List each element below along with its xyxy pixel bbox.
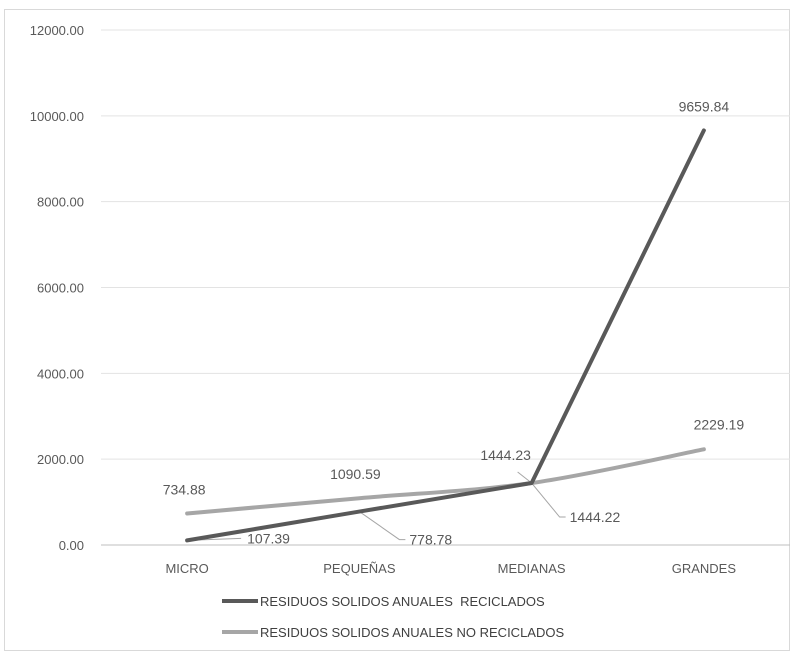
series-lines [185, 128, 706, 543]
y-tick-label: 0.00 [59, 538, 84, 553]
y-tick-label: 4000.00 [37, 366, 84, 381]
y-tick-label: 6000.00 [37, 281, 84, 296]
x-tick-label: PEQUEÑAS [323, 561, 396, 576]
data-label: 734.88 [163, 481, 206, 497]
data-label: 1444.22 [570, 509, 621, 525]
x-tick-label: MEDIANAS [498, 561, 566, 576]
data-label: 1090.59 [330, 466, 381, 482]
legend-swatch-no-reciclados [222, 630, 258, 634]
x-axis-ticks: MICRO PEQUEÑAS MEDIANAS GRANDES [165, 561, 736, 576]
label-leader [531, 482, 566, 518]
y-tick-label: 2000.00 [37, 452, 84, 467]
x-tick-label: GRANDES [672, 561, 737, 576]
series-line-no-reciclados [185, 447, 706, 516]
y-tick-label: 8000.00 [37, 195, 84, 210]
y-axis-ticks: 0.00 2000.00 4000.00 6000.00 8000.00 10000.00… [30, 23, 84, 553]
legend-label-no-reciclados: RESIDUOS SOLIDOS ANUALES NO RECICLADOS [260, 624, 565, 640]
legend-item-reciclados: RESIDUOS SOLIDOS ANUALES RECICLADOS [222, 590, 564, 612]
legend-swatch-reciclados [222, 599, 258, 603]
series-line-reciclados [185, 128, 706, 543]
y-tick-label: 10000.00 [30, 109, 84, 124]
data-label: 1444.23 [480, 447, 531, 463]
data-labels: 107.39 778.78 1444.22 9659.84 734.88 1090.59 1… [163, 98, 745, 547]
data-label: 9659.84 [679, 98, 730, 114]
data-label: 107.39 [247, 530, 290, 546]
legend: RESIDUOS SOLIDOS ANUALES RECICLADOS RESI… [222, 590, 564, 652]
gridlines [101, 29, 790, 546]
y-tick-label: 12000.00 [30, 23, 84, 38]
x-tick-label: MICRO [165, 561, 208, 576]
legend-item-no-reciclados: RESIDUOS SOLIDOS ANUALES NO RECICLADOS [222, 621, 564, 643]
label-leader [517, 471, 532, 484]
legend-label-reciclados: RESIDUOS SOLIDOS ANUALES RECICLADOS [260, 593, 545, 609]
data-label: 2229.19 [694, 416, 745, 432]
data-label: 778.78 [409, 532, 452, 548]
label-leader [359, 511, 406, 541]
